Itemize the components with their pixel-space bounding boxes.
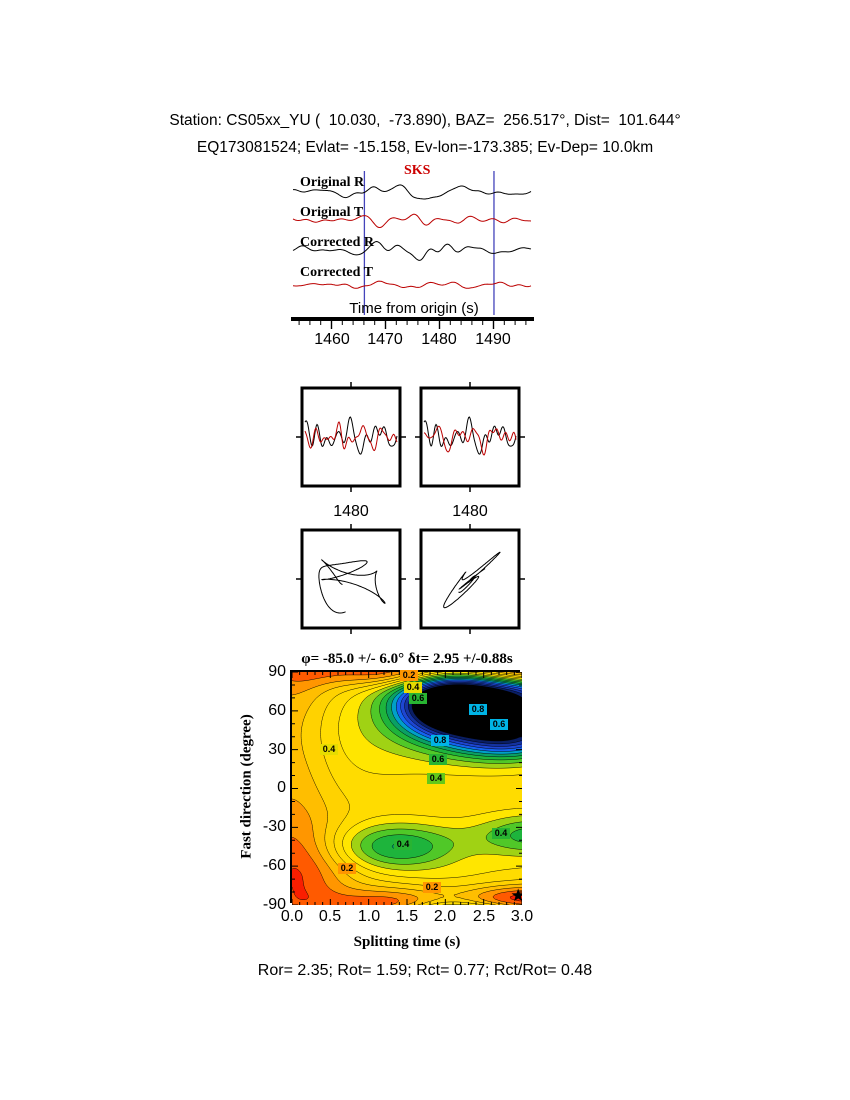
contour-label-chip: 0.2	[400, 670, 418, 681]
trace-label-corrected-t: Corrected T	[300, 265, 373, 280]
y-tick-label: 0	[277, 779, 286, 796]
contour-label-chip: 0.4	[427, 773, 445, 784]
x-tick-label: 2.5	[472, 908, 496, 925]
y-tick-label: -30	[262, 818, 286, 835]
y-tick-label: 90	[268, 663, 286, 680]
contour-label-chip: 0.6	[409, 693, 427, 704]
contour-label-chip: 0.4	[320, 744, 338, 755]
contour-label-chip: 0.8	[431, 735, 449, 746]
x-tick-label: 0.0	[280, 908, 304, 925]
mini-waveform-left	[296, 382, 406, 492]
trace-label-original-t: Original T	[300, 205, 364, 220]
contour-label-chip: 0.8	[469, 704, 487, 715]
mini-tick-label-left: 1480	[333, 503, 369, 520]
contour-xlabel: Splitting time (s)	[353, 934, 461, 950]
waveform-plot	[292, 171, 532, 315]
error-surface: 0.2 0.4 0.6 0.8 0.6 0.8 0.6 0.4 0.4 0.4 0.4 0.2 0.2	[290, 670, 522, 905]
time-axis-title: Time from origin (s)	[349, 300, 479, 317]
trace-label-original-r: Original R	[300, 175, 365, 190]
contour-label-chip: 0.4	[404, 682, 422, 693]
time-tick-label: 1480	[421, 331, 457, 348]
x-tick-label: 1.0	[357, 908, 381, 925]
contour-label-chip: 0.4	[394, 839, 412, 850]
contour-label-chip: 0.2	[338, 863, 356, 874]
header-line-station: Station: CS05xx_YU ( 10.030, -73.890), B…	[169, 112, 681, 129]
phase-label: SKS	[404, 163, 431, 178]
x-tick-label: 1.5	[395, 908, 419, 925]
y-tick-label: 60	[268, 702, 286, 719]
time-axis	[291, 317, 534, 329]
contour-title: φ= -85.0 +/- 6.0° δt= 2.95 +/-0.88s	[301, 651, 513, 667]
header-line-event: EQ173081524; Evlat= -15.158, Ev-lon=-173…	[196, 139, 654, 156]
time-tick-label: 1470	[367, 331, 403, 348]
particle-motion-right	[415, 524, 525, 634]
mini-tick-label-right: 1480	[452, 503, 488, 520]
x-tick-label: 3.0	[510, 908, 534, 925]
x-tick-label: 2.0	[433, 908, 457, 925]
contour-label-chip: 0.4	[492, 828, 510, 839]
y-tick-label: 30	[268, 741, 286, 758]
contour-label-chip: 0.6	[429, 754, 447, 765]
trace-label-corrected-r: Corrected R	[300, 235, 374, 250]
y-tick-label: -90	[262, 896, 286, 913]
contour-label-chip: 0.2	[423, 882, 441, 893]
mini-waveform-right	[415, 382, 525, 492]
x-tick-label: 0.5	[318, 908, 342, 925]
contour-labels-layer: 0.2 0.4 0.6 0.8 0.6 0.8 0.6 0.4 0.4 0.4 0.4 0.2 0.2	[292, 670, 518, 901]
contour-label-chip: 0.6	[490, 719, 508, 730]
result-stats: Ror= 2.35; Rot= 1.59; Rct= 0.77; Rct/Rot…	[257, 962, 593, 979]
particle-motion-left	[296, 524, 406, 634]
y-tick-label: -60	[262, 857, 286, 874]
time-tick-label: 1460	[314, 331, 350, 348]
time-tick-label: 1490	[475, 331, 511, 348]
